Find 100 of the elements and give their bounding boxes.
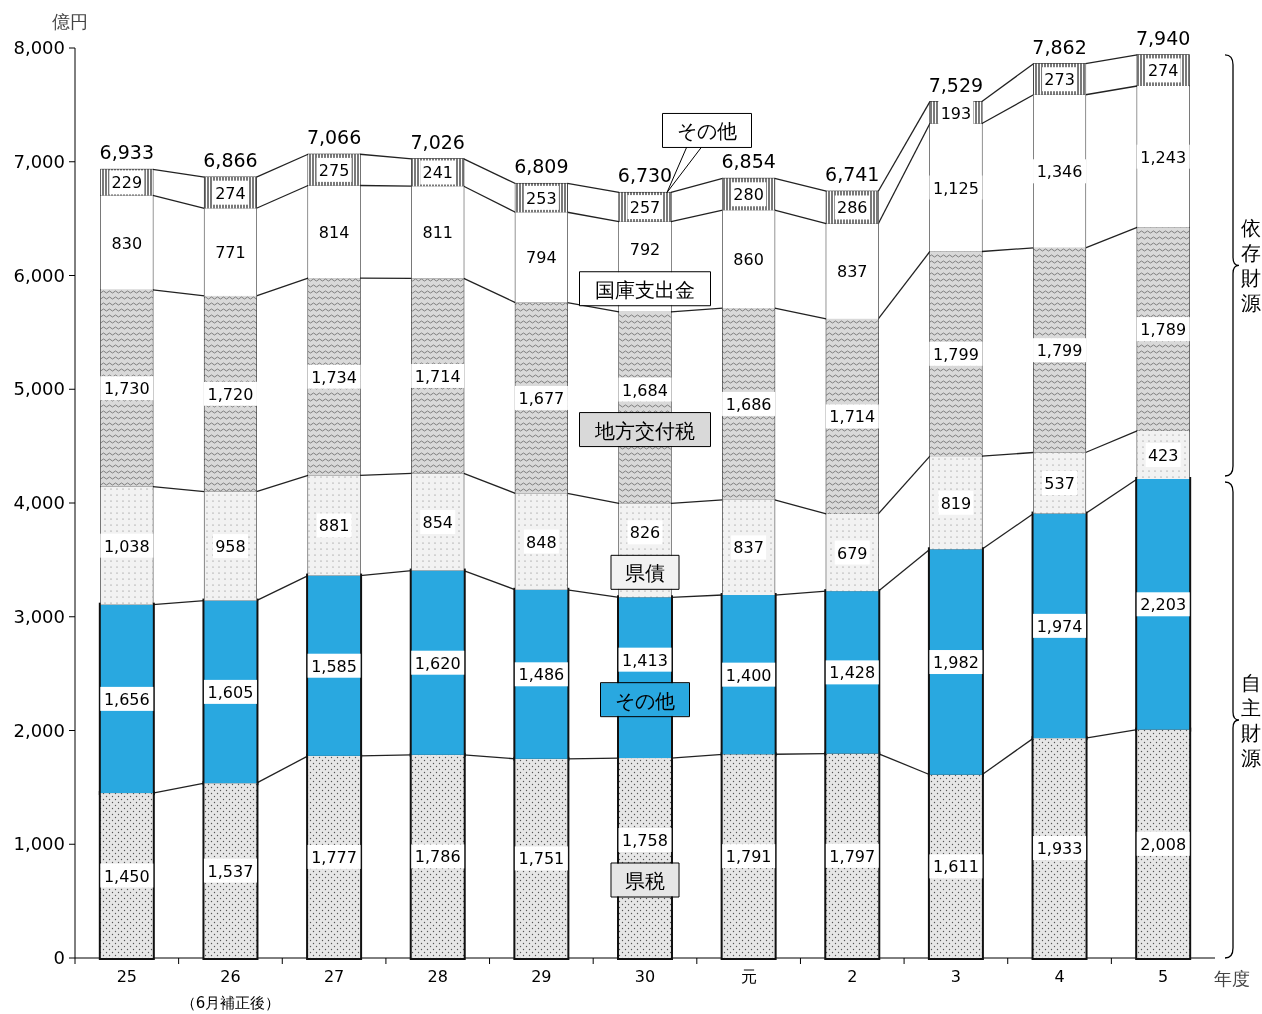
x-tick-label: 3 xyxy=(950,967,961,986)
total-label: 6,741 xyxy=(825,163,880,186)
data-label: 860 xyxy=(733,250,764,270)
x-axis-title: 年度 xyxy=(1214,968,1250,989)
data-label: 1,611 xyxy=(933,857,979,877)
data-label: 881 xyxy=(318,516,350,536)
data-label: 837 xyxy=(733,538,764,558)
series-label: 地方交付税 xyxy=(594,418,695,443)
total-label: 6,854 xyxy=(721,150,776,173)
data-label: 1,789 xyxy=(1140,320,1187,340)
data-label: 273 xyxy=(1044,70,1075,90)
data-label: 771 xyxy=(215,243,246,263)
data-label: 423 xyxy=(1147,445,1179,465)
data-label: 1,686 xyxy=(725,394,772,414)
text: （6月補正後） xyxy=(180,994,281,1012)
data-label: 1,720 xyxy=(207,384,254,404)
data-label: 1,714 xyxy=(414,366,461,386)
total-label: 6,866 xyxy=(203,149,258,172)
brace-own: 自主財源 xyxy=(1224,481,1261,959)
data-label: 257 xyxy=(629,198,661,218)
x-tick-label: 26 xyxy=(220,967,241,986)
y-tick-label: 5,000 xyxy=(13,378,65,400)
y-tick-label: 0 xyxy=(53,947,65,968)
y-tick-label: 2,000 xyxy=(13,719,65,741)
x-tick-label: 2 xyxy=(847,967,858,986)
data-label: 679 xyxy=(837,543,868,563)
y-tick-label: 3,000 xyxy=(13,605,65,627)
y-tick-label: 8,000 xyxy=(13,37,65,58)
data-label: 848 xyxy=(526,532,557,552)
y-tick-label: 6,000 xyxy=(13,264,65,286)
data-label: 1,413 xyxy=(622,650,668,670)
series-label: その他 xyxy=(615,688,675,713)
series-label: 国庫支出金 xyxy=(595,277,695,302)
data-label: 1,799 xyxy=(1036,341,1083,361)
total-label: 7,940 xyxy=(1135,26,1191,49)
total-label: 6,809 xyxy=(514,155,569,178)
total-label: 7,066 xyxy=(306,126,362,149)
x-tick-label: 28 xyxy=(427,967,448,986)
data-label: 837 xyxy=(837,262,868,282)
data-label: 1,125 xyxy=(933,178,979,198)
data-label: 1,450 xyxy=(103,866,150,886)
x-tick-label: 30 xyxy=(634,967,656,986)
data-label: 1,486 xyxy=(518,665,565,685)
data-label: 1,585 xyxy=(311,656,357,676)
data-label: 1,428 xyxy=(829,663,876,683)
data-label: 1,656 xyxy=(103,689,150,709)
data-label: 280 xyxy=(733,185,764,205)
data-label: 2,203 xyxy=(1140,595,1187,615)
data-label: 2,008 xyxy=(1140,834,1187,854)
data-label: 1,684 xyxy=(622,380,668,400)
y-tick-label: 1,000 xyxy=(13,833,65,855)
data-label: 1,243 xyxy=(1140,147,1187,167)
data-label: 792 xyxy=(629,239,661,259)
x-tick-label: 27 xyxy=(323,967,345,986)
data-label: 1,751 xyxy=(518,849,565,869)
data-label: 958 xyxy=(215,537,246,557)
data-label: 537 xyxy=(1044,474,1075,494)
data-label: 1,974 xyxy=(1036,616,1083,636)
data-label: 253 xyxy=(526,188,557,208)
data-label: 1,799 xyxy=(933,344,979,364)
data-label: 229 xyxy=(111,173,143,193)
data-label: 1,786 xyxy=(414,847,461,867)
y-axis-title: 億円 xyxy=(52,11,88,32)
data-label: 1,791 xyxy=(725,847,772,867)
data-label: 1,537 xyxy=(207,861,254,881)
data-label: 854 xyxy=(422,513,453,532)
data-label: 1,620 xyxy=(414,653,461,673)
data-label: 1,038 xyxy=(103,536,150,556)
data-label: 830 xyxy=(111,233,143,253)
total-label: 6,933 xyxy=(99,141,155,164)
data-label: 1,400 xyxy=(725,665,772,685)
data-label: 193 xyxy=(940,103,972,123)
data-label: 1,346 xyxy=(1036,162,1083,182)
data-label: 811 xyxy=(422,223,453,243)
data-label: 241 xyxy=(422,163,453,183)
x-tick-label: 5 xyxy=(1158,967,1169,986)
data-label: 814 xyxy=(318,222,350,242)
total-label: 6,730 xyxy=(617,164,673,187)
data-label: 1,734 xyxy=(311,367,357,387)
x-tick-label: 元 xyxy=(740,967,757,986)
total-label: 7,026 xyxy=(410,130,465,153)
series-label: その他 xyxy=(677,119,737,144)
series-label: 県債 xyxy=(625,561,665,586)
data-label: 826 xyxy=(629,523,661,543)
x-tick-label: 25 xyxy=(116,967,137,986)
y-tick-label: 4,000 xyxy=(13,492,65,513)
data-label: 1,605 xyxy=(207,682,254,702)
data-label: 1,730 xyxy=(103,379,150,399)
data-label: 794 xyxy=(526,248,557,268)
x-tick-label: 4 xyxy=(1054,967,1065,986)
data-label: 286 xyxy=(837,198,868,218)
brace-dependent: 依存財源 xyxy=(1224,54,1261,477)
total-label: 7,529 xyxy=(928,73,984,96)
data-label: 274 xyxy=(215,183,246,203)
data-label: 1,677 xyxy=(518,388,565,408)
data-label: 1,982 xyxy=(933,653,979,673)
data-label: 1,777 xyxy=(311,847,357,867)
data-label: 275 xyxy=(318,160,350,180)
total-label: 7,862 xyxy=(1032,35,1087,58)
y-tick-label: 7,000 xyxy=(13,150,65,172)
